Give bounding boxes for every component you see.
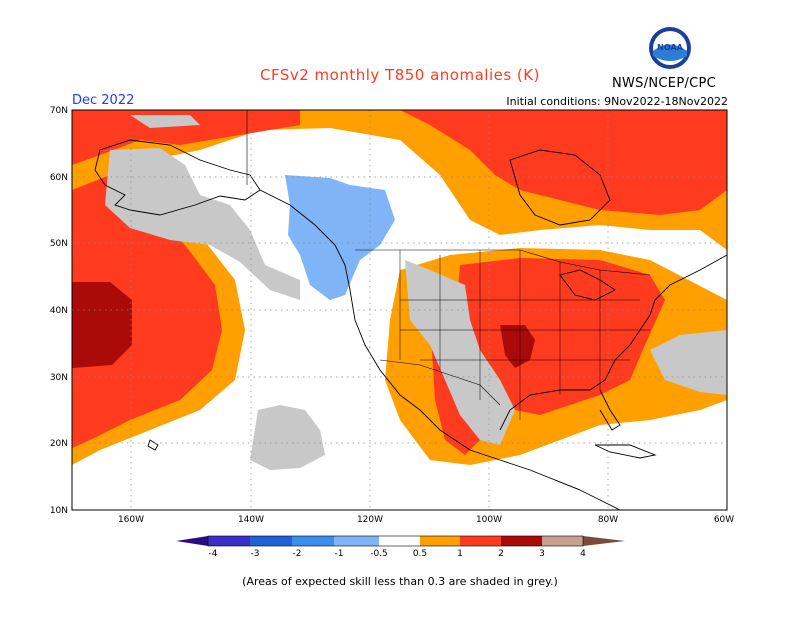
graticule — [72, 110, 727, 510]
lon-label: 140W — [238, 515, 264, 525]
colorbar-seg — [460, 536, 501, 546]
lat-label: 20N — [50, 439, 68, 449]
lon-label: 60W — [714, 515, 734, 525]
alaska-red-field — [72, 110, 300, 165]
agency-label: NWS/NCEP/CPC — [612, 76, 717, 91]
colorbar-label: -4 — [209, 549, 218, 559]
pacific-red-field — [72, 150, 222, 448]
colorbar-seg — [542, 536, 583, 546]
great-lakes — [559, 269, 616, 301]
logo-text: NOAA — [657, 43, 683, 52]
colorbar-seg — [420, 536, 460, 546]
colorbar-label: -2 — [293, 549, 302, 559]
lat-label: 70N — [50, 106, 68, 116]
skill-footnote: (Areas of expected skill less than 0.3 a… — [242, 575, 558, 588]
plains-darkred-field — [500, 325, 535, 368]
lon-label: 100W — [476, 515, 502, 525]
lon-label: 120W — [357, 515, 383, 525]
colorbar-label: 1 — [457, 549, 463, 559]
us-red-field — [458, 258, 665, 415]
lat-label: 30N — [50, 373, 68, 383]
state-lines — [399, 250, 650, 420]
lat-label: 10N — [50, 506, 68, 516]
pacific-northwest-blue-field — [285, 175, 395, 300]
latitude-labels: 70N 60N 50N 40N 30N 20N 10N — [50, 106, 68, 516]
colorbar-seg — [250, 536, 292, 546]
north-america-west-coast — [259, 189, 581, 491]
colorbar-label: 2 — [498, 549, 504, 559]
colorbar-label: -0.5 — [370, 549, 388, 559]
colorbar: -4 -3 -2 -1 -0.5 0.5 1 2 3 4 — [176, 535, 625, 559]
lowskill-pacific-south — [250, 405, 325, 470]
colorbar-low-arrow — [176, 536, 208, 546]
pacific-darkred-field — [72, 282, 132, 368]
coastlines — [94, 110, 727, 510]
canada-red-field — [400, 110, 727, 215]
map-title: CFSv2 monthly T850 anomalies (K) — [260, 66, 540, 84]
gulf-coast — [499, 254, 727, 431]
us-mexico-border — [379, 359, 501, 406]
lowskill-pacific-north — [105, 148, 300, 300]
lat-label: 40N — [50, 306, 68, 316]
anomaly-fields — [72, 110, 727, 510]
noaa-logo: NOAA — [648, 26, 692, 70]
lowskill-atlantic — [650, 330, 727, 395]
lat-label: 60N — [50, 173, 68, 183]
lon-label: 160W — [118, 515, 144, 525]
lowskill-arctic-patch — [130, 115, 200, 128]
colorbar-seg — [334, 536, 379, 546]
colorbar-label: 3 — [539, 549, 545, 559]
colorbar-seg — [379, 536, 420, 546]
cuba — [594, 444, 657, 459]
colorbar-seg — [292, 536, 334, 546]
hudson-bay — [509, 149, 611, 226]
lowskill-west-us — [405, 260, 515, 445]
florida — [599, 389, 621, 431]
central-america — [554, 479, 621, 510]
lat-label: 50N — [50, 239, 68, 249]
colorbar-label: 0.5 — [413, 549, 427, 559]
longitude-labels: 160W 140W 120W 100W 80W 60W — [118, 515, 734, 525]
initial-conditions: Initial conditions: 9Nov2022-18Nov2022 — [506, 95, 728, 108]
alaska-coast — [94, 139, 261, 216]
colorbar-label: -1 — [335, 549, 344, 559]
colorbar-seg — [208, 536, 250, 546]
map-frame — [71, 109, 728, 511]
forecast-month: Dec 2022 — [72, 93, 135, 108]
colorbar-label: 4 — [580, 549, 586, 559]
colorbar-label: -3 — [251, 549, 260, 559]
lon-label: 80W — [598, 515, 618, 525]
colorbar-seg — [501, 536, 542, 546]
colorbar-high-arrow — [583, 536, 625, 546]
